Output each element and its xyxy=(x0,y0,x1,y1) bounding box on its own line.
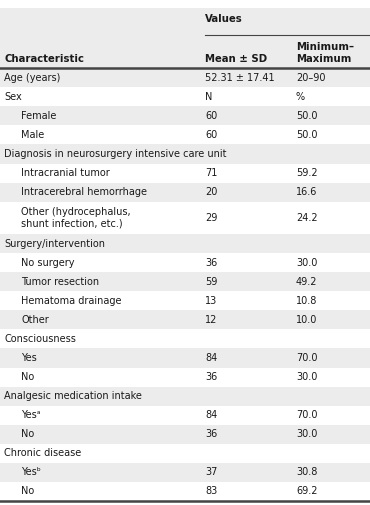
Text: Sex: Sex xyxy=(4,92,22,102)
Bar xyxy=(0,8,370,68)
Text: 30.8: 30.8 xyxy=(296,467,317,477)
Bar xyxy=(0,107,370,125)
Text: 60: 60 xyxy=(205,130,218,140)
Text: 49.2: 49.2 xyxy=(296,277,317,287)
Text: N: N xyxy=(205,92,213,102)
Text: Yes: Yes xyxy=(21,353,37,363)
Text: Female: Female xyxy=(21,111,57,121)
Text: 83: 83 xyxy=(205,486,218,496)
Bar xyxy=(0,201,370,234)
Text: 71: 71 xyxy=(205,168,218,178)
Text: %: % xyxy=(296,92,305,102)
Bar xyxy=(0,125,370,144)
Bar xyxy=(0,183,370,201)
Text: 36: 36 xyxy=(205,258,218,268)
Text: No: No xyxy=(21,429,34,439)
Text: 84: 84 xyxy=(205,353,218,363)
Text: Yesᵃ: Yesᵃ xyxy=(21,410,41,420)
Text: 10.8: 10.8 xyxy=(296,296,317,306)
Text: No surgery: No surgery xyxy=(21,258,75,268)
Text: Characteristic: Characteristic xyxy=(4,54,84,64)
Text: Intracranial tumor: Intracranial tumor xyxy=(21,168,110,178)
Text: 59.2: 59.2 xyxy=(296,168,317,178)
Bar xyxy=(0,144,370,164)
Bar xyxy=(0,463,370,482)
Text: 70.0: 70.0 xyxy=(296,410,317,420)
Bar xyxy=(0,425,370,444)
Text: 29: 29 xyxy=(205,213,218,223)
Bar xyxy=(0,386,370,406)
Bar xyxy=(0,68,370,87)
Text: 50.0: 50.0 xyxy=(296,130,317,140)
Text: 60: 60 xyxy=(205,111,218,121)
Text: 70.0: 70.0 xyxy=(296,353,317,363)
Text: Tumor resection: Tumor resection xyxy=(21,277,99,287)
Text: 12: 12 xyxy=(205,315,218,325)
Text: 24.2: 24.2 xyxy=(296,213,317,223)
Text: 30.0: 30.0 xyxy=(296,429,317,439)
Bar xyxy=(0,272,370,291)
Text: 30.0: 30.0 xyxy=(296,372,317,382)
Text: 36: 36 xyxy=(205,372,218,382)
Text: Analgesic medication intake: Analgesic medication intake xyxy=(4,391,142,401)
Text: No: No xyxy=(21,486,34,496)
Text: Chronic disease: Chronic disease xyxy=(4,448,82,459)
Text: Minimum–
Maximum: Minimum– Maximum xyxy=(296,42,354,64)
Text: 37: 37 xyxy=(205,467,218,477)
Bar xyxy=(0,253,370,272)
Text: 50.0: 50.0 xyxy=(296,111,317,121)
Bar xyxy=(0,406,370,425)
Bar xyxy=(0,348,370,368)
Text: Hematoma drainage: Hematoma drainage xyxy=(21,296,122,306)
Text: Intracerebral hemorrhage: Intracerebral hemorrhage xyxy=(21,187,147,197)
Text: Male: Male xyxy=(21,130,44,140)
Text: Other (hydrocephalus,
shunt infection, etc.): Other (hydrocephalus, shunt infection, e… xyxy=(21,207,131,229)
Text: Values: Values xyxy=(205,14,243,24)
Text: 30.0: 30.0 xyxy=(296,258,317,268)
Text: 20–90: 20–90 xyxy=(296,73,326,83)
Bar xyxy=(0,164,370,183)
Text: Other: Other xyxy=(21,315,49,325)
Text: 69.2: 69.2 xyxy=(296,486,317,496)
Bar xyxy=(0,87,370,107)
Text: 13: 13 xyxy=(205,296,218,306)
Text: 16.6: 16.6 xyxy=(296,187,317,197)
Text: Consciousness: Consciousness xyxy=(4,334,76,344)
Text: Age (years): Age (years) xyxy=(4,73,61,83)
Text: 36: 36 xyxy=(205,429,218,439)
Text: Diagnosis in neurosurgery intensive care unit: Diagnosis in neurosurgery intensive care… xyxy=(4,149,227,159)
Bar xyxy=(0,368,370,386)
Text: 52.31 ± 17.41: 52.31 ± 17.41 xyxy=(205,73,275,83)
Text: 20: 20 xyxy=(205,187,218,197)
Text: No: No xyxy=(21,372,34,382)
Text: Mean ± SD: Mean ± SD xyxy=(205,54,268,64)
Text: 59: 59 xyxy=(205,277,218,287)
Bar xyxy=(0,444,370,463)
Bar xyxy=(0,291,370,310)
Bar xyxy=(0,482,370,501)
Text: 84: 84 xyxy=(205,410,218,420)
Bar xyxy=(0,329,370,348)
Text: Yesᵇ: Yesᵇ xyxy=(21,467,41,477)
Bar xyxy=(0,310,370,329)
Bar xyxy=(0,234,370,253)
Text: 10.0: 10.0 xyxy=(296,315,317,325)
Text: Surgery/intervention: Surgery/intervention xyxy=(4,238,105,248)
